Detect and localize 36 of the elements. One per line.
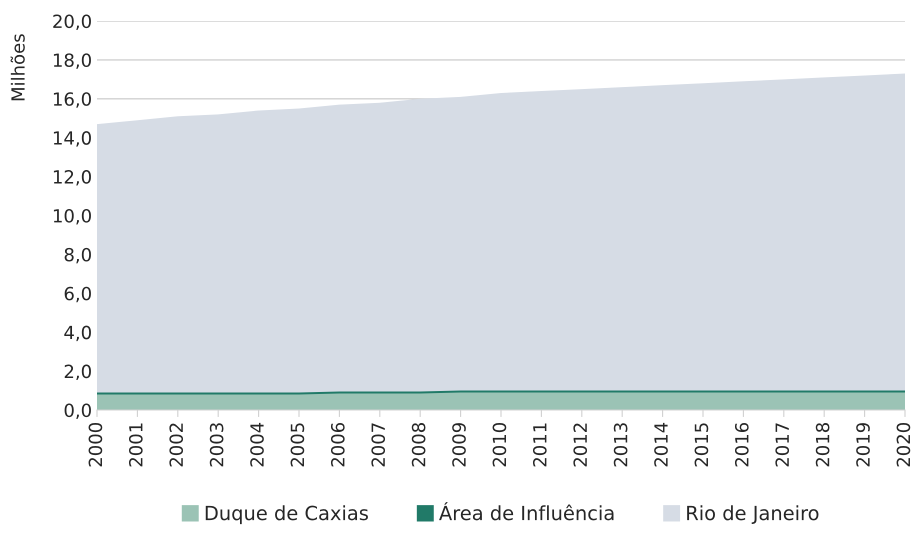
x-tick-label: 2000 xyxy=(88,423,102,466)
x-tick-label: 2009 xyxy=(452,423,466,466)
x-tick-label: 2020 xyxy=(896,423,910,466)
y-axis-title: Milhões xyxy=(10,34,25,100)
x-tick-label: 2018 xyxy=(816,423,830,466)
x-tick-label: 2016 xyxy=(734,422,749,466)
x-tick-label: 2001 xyxy=(128,423,143,466)
x-tick-label: 2004 xyxy=(250,422,264,466)
x-tick-label: 2019 xyxy=(856,423,870,466)
x-tick-label: 2007 xyxy=(371,423,386,466)
y-tick-label: 14,0 xyxy=(54,131,91,147)
x-tick-label: 2005 xyxy=(290,423,304,466)
y-tick-label: 2,0 xyxy=(64,364,91,380)
x-tick-label: 2011 xyxy=(532,423,547,466)
x-tick-label: 2014 xyxy=(654,422,668,466)
legend-label: Rio de Janeiro xyxy=(687,505,818,524)
y-tick-label: 10,0 xyxy=(54,208,91,224)
y-tick-label: 20,0 xyxy=(53,14,91,30)
x-tick-label: 2013 xyxy=(614,423,628,466)
y-tick-label: 16,0 xyxy=(54,92,91,108)
y-tick-label: 12,0 xyxy=(54,170,91,186)
x-tick-label: 2015 xyxy=(694,423,708,466)
y-tick-label: 4,0 xyxy=(64,326,91,342)
y-tick-label: 8,0 xyxy=(64,248,91,264)
y-tick-label: 0,0 xyxy=(64,403,91,419)
x-tick-label: 2008 xyxy=(412,423,426,466)
x-tick-label: 2017 xyxy=(775,423,790,466)
x-tick-label: 2003 xyxy=(210,423,224,466)
y-tick-label: 6,0 xyxy=(64,286,91,302)
x-tick-label: 2012 xyxy=(573,424,588,466)
y-tick-label: 18,0 xyxy=(54,53,91,69)
x-tick-label: 2002 xyxy=(169,424,184,466)
x-tick-label: 2010 xyxy=(492,423,506,466)
x-tick-label: 2006 xyxy=(330,422,345,466)
legend-label: Área de Influência xyxy=(439,502,614,520)
legend-label: Duque de Caxias xyxy=(206,505,368,524)
